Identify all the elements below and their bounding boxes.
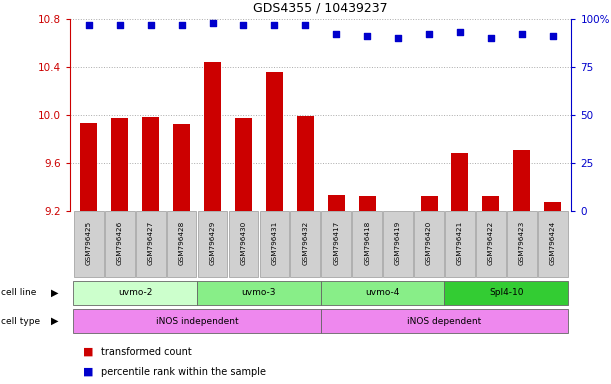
FancyBboxPatch shape [198,212,227,277]
Text: GSM796429: GSM796429 [210,221,216,265]
Point [238,22,248,28]
FancyBboxPatch shape [321,309,568,333]
Bar [266,72,283,211]
FancyBboxPatch shape [136,212,166,277]
Text: GDS4355 / 10439237: GDS4355 / 10439237 [254,2,388,15]
FancyBboxPatch shape [260,212,289,277]
Point [455,29,465,35]
Bar [142,117,159,211]
Bar [235,118,252,211]
Bar [297,116,314,211]
Text: uvmo-4: uvmo-4 [365,288,400,298]
FancyBboxPatch shape [321,281,444,305]
Text: GSM796420: GSM796420 [426,221,432,265]
FancyBboxPatch shape [414,212,444,277]
FancyBboxPatch shape [74,212,104,277]
Point [115,22,125,28]
Text: GSM796422: GSM796422 [488,221,494,265]
FancyBboxPatch shape [321,212,351,277]
FancyBboxPatch shape [445,212,475,277]
Point [393,35,403,41]
FancyBboxPatch shape [444,281,568,305]
FancyBboxPatch shape [383,212,413,277]
Text: iNOS independent: iNOS independent [156,316,238,326]
Text: GSM796432: GSM796432 [302,221,309,265]
Point [208,20,218,26]
Bar [80,123,97,211]
Text: GSM796431: GSM796431 [271,221,277,265]
Text: GSM796421: GSM796421 [457,221,463,265]
Text: GSM796418: GSM796418 [364,221,370,265]
Text: uvmo-3: uvmo-3 [242,288,276,298]
Bar [544,202,562,211]
Text: ▶: ▶ [51,288,59,298]
FancyBboxPatch shape [73,281,197,305]
Text: GSM796424: GSM796424 [550,221,556,265]
Point [177,22,186,28]
Text: Spl4-10: Spl4-10 [489,288,524,298]
Text: ■: ■ [82,346,93,357]
Point [424,31,434,37]
Point [269,22,279,28]
Bar [359,197,376,211]
Text: GSM796423: GSM796423 [519,221,525,265]
Point [548,33,558,39]
Text: GSM796425: GSM796425 [86,221,92,265]
Bar [420,197,437,211]
FancyBboxPatch shape [229,212,258,277]
FancyBboxPatch shape [507,212,536,277]
Bar [204,62,221,211]
FancyBboxPatch shape [105,212,134,277]
Text: GSM796430: GSM796430 [241,221,246,265]
Bar [513,150,530,211]
FancyBboxPatch shape [197,281,321,305]
FancyBboxPatch shape [290,212,320,277]
Bar [111,118,128,211]
Text: GSM796427: GSM796427 [148,221,154,265]
Point [362,33,372,39]
Text: ■: ■ [82,366,93,377]
Bar [452,153,469,211]
Point [517,31,527,37]
Point [486,35,496,41]
Text: iNOS dependent: iNOS dependent [408,316,481,326]
Text: GSM796426: GSM796426 [117,221,123,265]
FancyBboxPatch shape [167,212,197,277]
Text: GSM796419: GSM796419 [395,221,401,265]
Bar [173,124,190,211]
Bar [327,195,345,211]
FancyBboxPatch shape [538,212,568,277]
FancyBboxPatch shape [476,212,506,277]
Point [331,31,341,37]
Text: GSM796417: GSM796417 [333,221,339,265]
Text: percentile rank within the sample: percentile rank within the sample [101,366,266,377]
Bar [482,197,499,211]
Point [301,22,310,28]
FancyBboxPatch shape [73,309,321,333]
Point [146,22,156,28]
Text: transformed count: transformed count [101,346,192,357]
Text: cell line: cell line [1,288,37,298]
Text: ▶: ▶ [51,316,59,326]
Text: uvmo-2: uvmo-2 [118,288,152,298]
Text: GSM796428: GSM796428 [178,221,185,265]
Point [84,22,93,28]
Text: cell type: cell type [1,316,40,326]
FancyBboxPatch shape [353,212,382,277]
